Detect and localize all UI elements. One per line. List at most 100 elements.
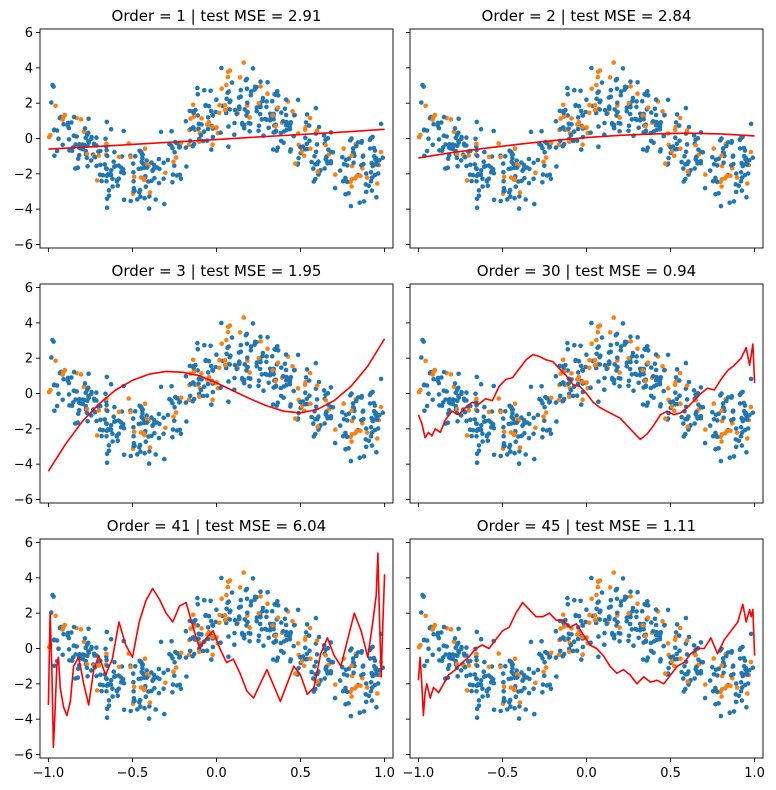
train-point (165, 412, 171, 418)
train-point (446, 145, 452, 150)
train-point (553, 628, 559, 634)
test-point (214, 125, 219, 130)
train-point (169, 398, 174, 403)
train-point (698, 385, 704, 390)
train-point (478, 168, 484, 173)
fit-curve (47, 338, 386, 472)
train-point (94, 398, 99, 403)
train-point (77, 652, 82, 657)
train-point (677, 393, 682, 399)
train-point (313, 615, 319, 621)
train-point (628, 79, 633, 84)
train-point (112, 164, 117, 169)
train-point (454, 387, 460, 393)
train-point (169, 129, 174, 134)
test-point (241, 315, 246, 320)
test-point (677, 625, 683, 631)
train-point (196, 126, 201, 131)
train-point (361, 199, 367, 204)
train-point (169, 143, 174, 148)
train-point (226, 124, 231, 129)
test-point (290, 109, 295, 114)
train-point (640, 147, 646, 152)
train-point (226, 399, 231, 405)
train-point (360, 663, 366, 668)
train-point (733, 699, 739, 705)
train-point (738, 170, 744, 175)
train-point (516, 206, 522, 211)
train-point (131, 679, 136, 685)
train-point (454, 132, 460, 137)
test-point (210, 142, 215, 147)
train-point (368, 680, 374, 685)
fit-curve (417, 343, 756, 441)
train-point (195, 85, 200, 91)
train-point (369, 188, 375, 193)
train-point (245, 610, 250, 616)
train-point (526, 156, 532, 162)
train-point (455, 419, 460, 424)
train-point (673, 645, 678, 650)
train-point (121, 452, 127, 458)
train-point (238, 604, 244, 609)
train-point (324, 668, 330, 674)
train-point (570, 138, 576, 144)
train-point (218, 385, 223, 391)
train-point (729, 393, 735, 399)
train-point (561, 110, 566, 116)
train-point (539, 653, 544, 658)
test-point (349, 663, 354, 668)
test-point (423, 613, 428, 619)
train-point (560, 653, 565, 659)
train-point (698, 640, 704, 645)
train-point (745, 171, 751, 176)
train-point (602, 362, 608, 368)
train-point (247, 384, 252, 389)
train-point (344, 179, 350, 185)
train-point (344, 689, 350, 695)
train-point (56, 391, 61, 397)
train-point (608, 87, 614, 93)
train-point (279, 110, 284, 115)
train-point (731, 709, 737, 714)
train-point (478, 172, 484, 177)
train-point (419, 100, 424, 105)
train-point (266, 635, 272, 641)
test-point (643, 378, 648, 384)
train-point (739, 188, 745, 193)
test-point (293, 161, 298, 166)
train-point (140, 407, 145, 413)
train-point (484, 433, 490, 439)
train-point (254, 364, 259, 369)
test-point (560, 612, 566, 618)
train-point (543, 394, 548, 400)
train-point (244, 341, 250, 347)
train-point (523, 197, 528, 202)
train-point (144, 165, 150, 170)
train-point (507, 148, 512, 154)
train-point (446, 152, 452, 158)
test-point (580, 652, 585, 657)
train-point (424, 658, 430, 664)
train-point (218, 130, 223, 135)
test-point (486, 409, 492, 415)
test-point (323, 652, 329, 658)
test-point (719, 408, 724, 414)
train-point (521, 421, 526, 427)
train-point (609, 120, 615, 126)
train-point (679, 414, 684, 420)
train-point (580, 113, 586, 118)
train-point (476, 188, 482, 193)
train-point (71, 114, 77, 120)
test-point (663, 416, 668, 421)
train-point (348, 203, 354, 209)
test-point (512, 146, 518, 151)
train-point (325, 135, 331, 141)
train-point (594, 96, 599, 102)
train-point (568, 387, 574, 393)
train-point (482, 659, 487, 665)
train-point (721, 160, 726, 165)
train-point (624, 619, 629, 624)
test-point (53, 358, 58, 364)
train-point (278, 130, 284, 136)
